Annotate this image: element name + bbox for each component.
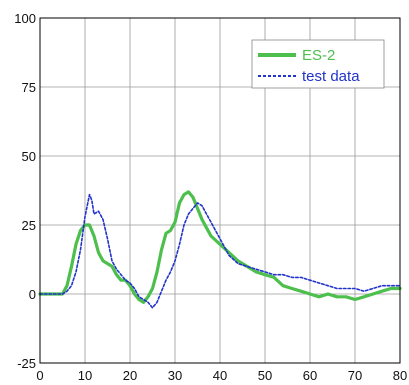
- y-tick-label: 75: [22, 80, 36, 95]
- legend-label-test-data: test data: [302, 68, 360, 85]
- x-tick-label: 50: [258, 368, 272, 383]
- x-tick-label: 70: [348, 368, 362, 383]
- y-tick-label: -25: [17, 356, 36, 371]
- plot-frame: [39, 17, 401, 364]
- y-tick-label: 50: [22, 149, 36, 164]
- x-tick-label: 80: [393, 368, 407, 383]
- legend: ES-2 test data: [251, 39, 385, 89]
- series-line-es-2: [38, 190, 402, 304]
- series-line-test-data: [39, 193, 401, 309]
- x-tick-label: 60: [303, 368, 317, 383]
- x-tick-label: 20: [123, 368, 137, 383]
- x-tick-label: 0: [36, 368, 43, 383]
- x-tick-label: 10: [78, 368, 92, 383]
- legend-label-es-2: ES-2: [302, 47, 335, 64]
- x-tick-label: 40: [213, 368, 227, 383]
- series-layer: [38, 190, 402, 309]
- y-tick-label: 25: [22, 218, 36, 233]
- legend-box: [251, 39, 385, 89]
- y-tick-label: 0: [29, 287, 36, 302]
- x-tick-label: 30: [168, 368, 182, 383]
- y-tick-label: 100: [14, 11, 36, 26]
